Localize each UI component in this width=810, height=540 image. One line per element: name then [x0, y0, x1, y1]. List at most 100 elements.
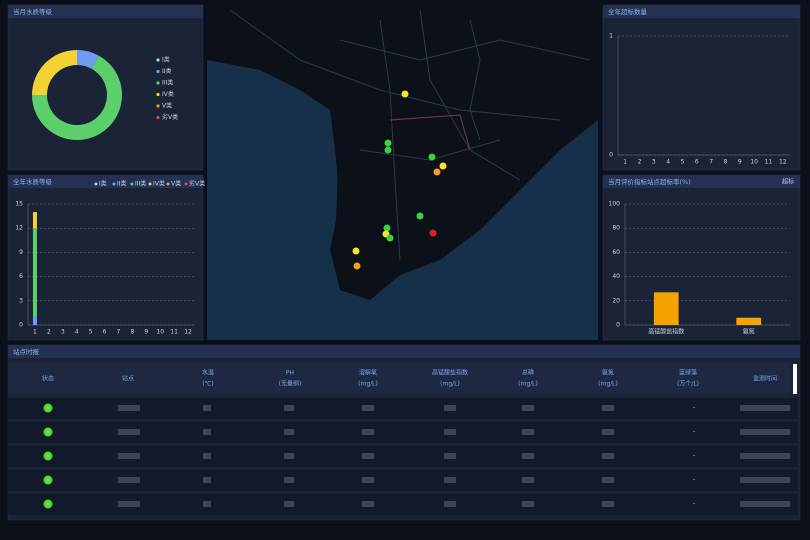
blurred-cell — [362, 405, 374, 411]
header-unit: (无量纲) — [279, 380, 302, 388]
legend-dot — [185, 183, 188, 186]
legend-dot — [156, 81, 159, 84]
legend-dot — [167, 183, 170, 186]
blurred-cell — [118, 429, 140, 435]
blurred-cell — [118, 405, 140, 411]
blurred-cell — [284, 405, 294, 411]
blurred-cell — [602, 501, 614, 507]
blurred-cell — [740, 405, 790, 411]
x-tick-label: 9 — [738, 159, 742, 166]
panel-title: 当月水质等级 — [13, 7, 53, 16]
header-name: 蓝绿藻 — [679, 369, 697, 377]
header-name: 站点 — [122, 375, 134, 383]
blurred-cell — [203, 405, 211, 411]
legend-label: IV类 — [153, 180, 165, 188]
legend-dot — [156, 93, 159, 96]
blurred-cell — [444, 501, 456, 507]
status-icon — [44, 452, 53, 461]
map — [207, 5, 598, 340]
y-tick-label: 80 — [612, 225, 620, 232]
header-unit: (mg/L) — [440, 381, 460, 388]
blurred-cell — [522, 405, 534, 411]
header-unit: (万个/L) — [677, 381, 699, 388]
algae-value: - — [693, 429, 695, 436]
header-unit: (℃) — [202, 381, 213, 388]
blurred-cell — [444, 453, 456, 459]
legend-dot — [156, 70, 159, 73]
x-tick-label: 6 — [103, 329, 107, 336]
blurred-cell — [444, 405, 456, 411]
header-name: 氨氮 — [602, 369, 614, 377]
y-tick-label: 60 — [612, 249, 620, 256]
algae-value: - — [693, 501, 695, 508]
y-tick-label: 12 — [15, 225, 23, 232]
legend-dot — [113, 183, 116, 186]
x-tick-label: 12 — [779, 159, 787, 166]
legend-label: IV类 — [162, 90, 174, 98]
legend-label: V类 — [171, 180, 181, 188]
panel — [8, 175, 203, 340]
x-tick-label: 10 — [750, 159, 758, 166]
header-name: 高锰酸盐指数 — [432, 369, 468, 377]
x-tick-label: 1 — [33, 329, 37, 336]
x-tick-label: 1 — [623, 159, 627, 166]
blurred-cell — [118, 453, 140, 459]
legend-label: 劣V类 — [189, 180, 205, 188]
blurred-cell — [118, 501, 140, 507]
header-name: PH — [286, 370, 294, 377]
legend-dot — [156, 58, 159, 61]
x-tick-label: 4 — [75, 329, 79, 336]
blurred-cell — [444, 429, 456, 435]
x-tick-label: 8 — [130, 329, 134, 336]
bar-segment — [33, 212, 37, 228]
legend-label: III类 — [162, 79, 173, 87]
blurred-cell — [362, 501, 374, 507]
blurred-cell — [444, 477, 456, 483]
x-tick-label: 2 — [47, 329, 51, 336]
legend-dot — [95, 183, 98, 186]
y-tick-label: 1 — [609, 33, 613, 40]
panel-header — [8, 345, 800, 358]
legend-label: 劣V类 — [162, 113, 178, 121]
x-tick-label: 5 — [681, 159, 685, 166]
blurred-cell — [118, 477, 140, 483]
x-tick-label: 3 — [61, 329, 65, 336]
legend-label: I类 — [162, 56, 170, 64]
blurred-cell — [602, 477, 614, 483]
panel-title: 全年超标数量 — [608, 7, 648, 16]
y-tick-label: 0 — [616, 322, 620, 329]
legend-dot — [149, 183, 152, 186]
x-tick-label: 8 — [724, 159, 728, 166]
status-icon — [44, 476, 53, 485]
panel-note: 超标 — [782, 178, 794, 186]
x-tick-label: 10 — [156, 329, 164, 336]
x-tick-label: 4 — [666, 159, 670, 166]
blurred-cell — [602, 405, 614, 411]
y-tick-label: 15 — [15, 201, 23, 208]
blurred-cell — [522, 501, 534, 507]
blurred-cell — [203, 477, 211, 483]
blurred-cell — [740, 501, 790, 507]
x-tick-label: 9 — [144, 329, 148, 336]
x-tick-label: 7 — [709, 159, 713, 166]
blurred-cell — [284, 429, 294, 435]
panel-title: 全年水质等级 — [13, 177, 53, 186]
blurred-cell — [284, 501, 294, 507]
blurred-cell — [522, 453, 534, 459]
panel-title: 站点时报 — [13, 347, 40, 356]
panel-title: 当月评价指标站点超标率(%) — [608, 177, 691, 186]
legend-label: III类 — [135, 180, 146, 188]
blurred-cell — [284, 477, 294, 483]
y-tick-label: 100 — [609, 201, 621, 208]
status-icon — [44, 500, 53, 509]
y-tick-label: 0 — [19, 322, 23, 329]
blurred-cell — [602, 429, 614, 435]
blurred-cell — [362, 477, 374, 483]
x-tick-label: 高锰酸盐指数 — [648, 328, 684, 336]
scrollbar — [793, 364, 797, 394]
y-tick-label: 3 — [19, 297, 23, 304]
x-tick-label: 11 — [765, 159, 773, 166]
status-icon — [44, 428, 53, 437]
legend-dot — [131, 183, 134, 186]
